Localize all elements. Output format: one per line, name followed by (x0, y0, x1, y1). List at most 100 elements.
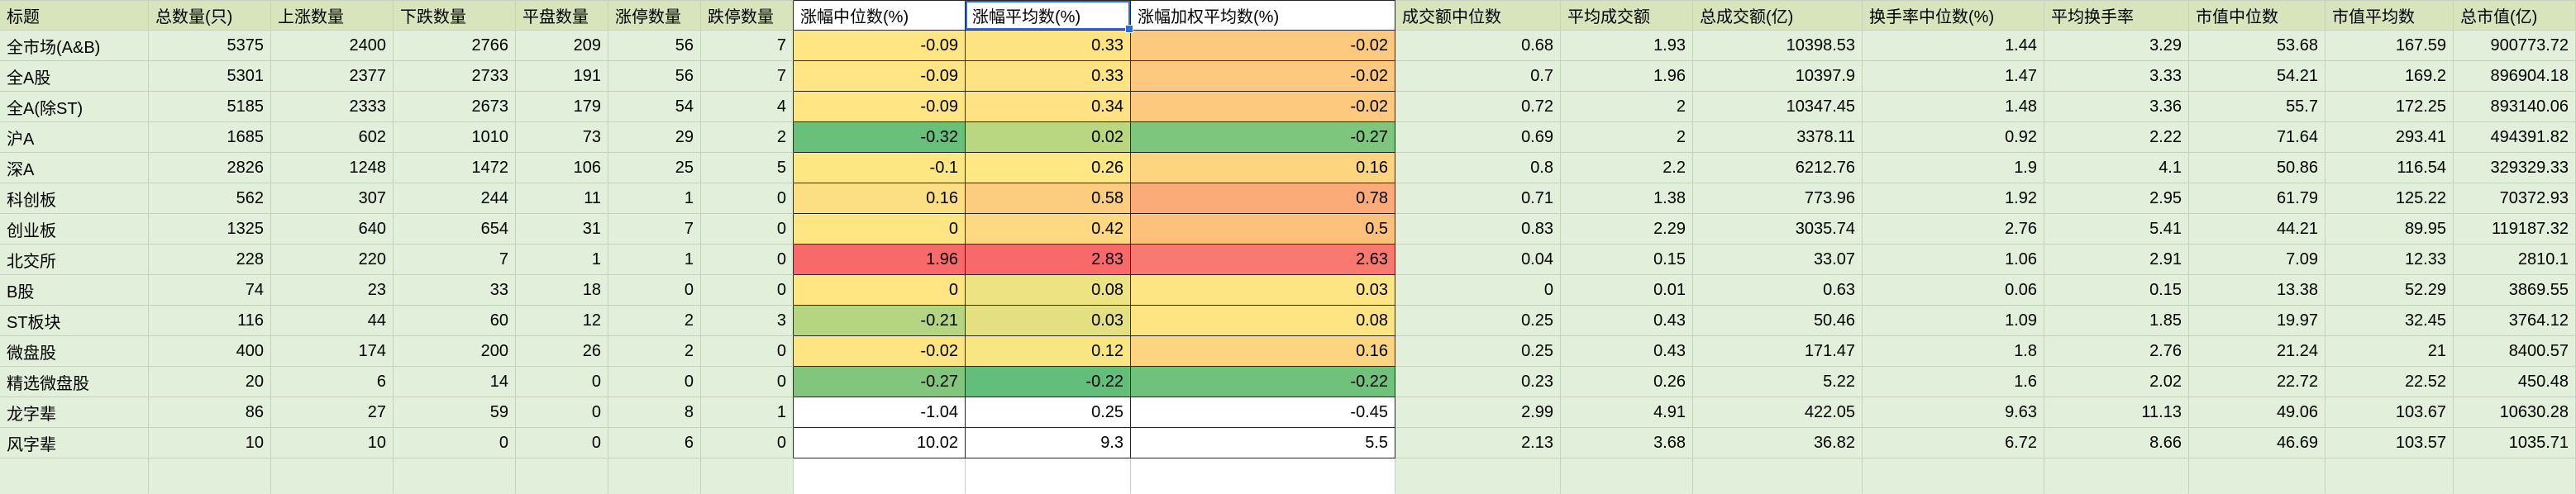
cell-limit_up_count[interactable]: 0 (608, 367, 701, 397)
cell-median_turnover[interactable]: 0.69 (1395, 122, 1561, 153)
cell-empty[interactable] (608, 458, 701, 494)
cell-median_change_pct[interactable]: -0.32 (794, 122, 966, 153)
cell-up_count[interactable]: 1248 (271, 153, 394, 183)
cell-weighted_mean_change_pct[interactable]: 0.08 (1131, 306, 1395, 336)
cell-flat_count[interactable]: 0 (516, 367, 608, 397)
cell-total_turnover_100m[interactable]: 10347.45 (1693, 92, 1863, 122)
cell-weighted_mean_change_pct[interactable]: -0.27 (1131, 122, 1395, 153)
cell-mean_market_cap[interactable]: 21 (2326, 336, 2454, 367)
column-header-title[interactable]: 标题 (0, 0, 149, 31)
cell-up_count[interactable]: 307 (271, 183, 394, 214)
column-header-mean_market_cap[interactable]: 市值平均数 (2326, 0, 2454, 31)
cell-mean_turnover[interactable]: 0.15 (1561, 245, 1693, 275)
cell-title[interactable]: 微盘股 (0, 336, 149, 367)
cell-mean_turnover_rate[interactable]: 5.41 (2044, 214, 2189, 245)
cell-total_market_cap_100m[interactable]: 3764.12 (2454, 306, 2576, 336)
cell-median_market_cap[interactable]: 61.79 (2189, 183, 2326, 214)
cell-mean_turnover_rate[interactable]: 1.85 (2044, 306, 2189, 336)
cell-weighted_mean_change_pct[interactable]: -0.02 (1131, 92, 1395, 122)
cell-total_market_cap_100m[interactable]: 10630.28 (2454, 397, 2576, 428)
cell-median_change_pct[interactable]: -0.09 (794, 92, 966, 122)
cell-empty[interactable] (271, 458, 394, 494)
cell-mean_market_cap[interactable]: 89.95 (2326, 214, 2454, 245)
cell-median_change_pct[interactable]: -0.27 (794, 367, 966, 397)
cell-median_turnover[interactable]: 0.04 (1395, 245, 1561, 275)
cell-flat_count[interactable]: 12 (516, 306, 608, 336)
cell-median_market_cap[interactable]: 13.38 (2189, 275, 2326, 306)
cell-mean_change_pct[interactable]: 9.3 (966, 428, 1131, 458)
cell-median_turnover[interactable]: 0.68 (1395, 31, 1561, 61)
cell-flat_count[interactable]: 106 (516, 153, 608, 183)
cell-empty[interactable] (701, 458, 794, 494)
cell-down_count[interactable]: 59 (394, 397, 516, 428)
column-header-mean_change_pct[interactable]: 涨幅平均数(%) (966, 0, 1133, 33)
cell-mean_change_pct[interactable]: 2.83 (966, 245, 1131, 275)
cell-limit_up_count[interactable]: 2 (608, 306, 701, 336)
cell-up_count[interactable]: 10 (271, 428, 394, 458)
cell-mean_market_cap[interactable]: 12.33 (2326, 245, 2454, 275)
cell-total_market_cap_100m[interactable]: 1035.71 (2454, 428, 2576, 458)
cell-median_change_pct[interactable]: 0.16 (794, 183, 966, 214)
cell-weighted_mean_change_pct[interactable]: 5.5 (1131, 428, 1395, 458)
cell-median_turnover[interactable]: 0.71 (1395, 183, 1561, 214)
cell-mean_market_cap[interactable]: 125.22 (2326, 183, 2454, 214)
cell-mean_turnover_rate[interactable]: 3.36 (2044, 92, 2189, 122)
cell-total_market_cap_100m[interactable]: 896904.18 (2454, 61, 2576, 92)
cell-median_turnover_rate_pct[interactable]: 1.9 (1863, 153, 2044, 183)
cell-limit_down_count[interactable]: 0 (701, 275, 794, 306)
cell-mean_turnover_rate[interactable]: 0.15 (2044, 275, 2189, 306)
cell-empty[interactable] (1561, 458, 1693, 494)
cell-median_change_pct[interactable]: 0 (794, 214, 966, 245)
cell-weighted_mean_change_pct[interactable]: -0.02 (1131, 31, 1395, 61)
cell-limit_down_count[interactable]: 0 (701, 336, 794, 367)
cell-up_count[interactable]: 23 (271, 275, 394, 306)
cell-limit_up_count[interactable]: 29 (608, 122, 701, 153)
cell-flat_count[interactable]: 0 (516, 397, 608, 428)
cell-up_count[interactable]: 220 (271, 245, 394, 275)
cell-total_market_cap_100m[interactable]: 494391.82 (2454, 122, 2576, 153)
column-header-total_count[interactable]: 总数量(只) (149, 0, 271, 31)
cell-down_count[interactable]: 1010 (394, 122, 516, 153)
cell-mean_market_cap[interactable]: 22.52 (2326, 367, 2454, 397)
cell-median_turnover_rate_pct[interactable]: 1.09 (1863, 306, 2044, 336)
cell-limit_down_count[interactable]: 2 (701, 122, 794, 153)
cell-flat_count[interactable]: 209 (516, 31, 608, 61)
cell-total_turnover_100m[interactable]: 10398.53 (1693, 31, 1863, 61)
cell-limit_up_count[interactable]: 2 (608, 336, 701, 367)
cell-mean_change_pct[interactable]: -0.22 (966, 367, 1131, 397)
cell-limit_down_count[interactable]: 1 (701, 397, 794, 428)
cell-limit_down_count[interactable]: 4 (701, 92, 794, 122)
cell-median_market_cap[interactable]: 71.64 (2189, 122, 2326, 153)
cell-total_turnover_100m[interactable]: 3378.11 (1693, 122, 1863, 153)
cell-total_count[interactable]: 1325 (149, 214, 271, 245)
cell-limit_up_count[interactable]: 8 (608, 397, 701, 428)
column-header-down_count[interactable]: 下跌数量 (394, 0, 516, 31)
cell-title[interactable]: 龙字辈 (0, 397, 149, 428)
cell-mean_change_pct[interactable]: 0.42 (966, 214, 1131, 245)
cell-title[interactable]: ST板块 (0, 306, 149, 336)
cell-total_count[interactable]: 562 (149, 183, 271, 214)
cell-weighted_mean_change_pct[interactable]: 2.63 (1131, 245, 1395, 275)
cell-down_count[interactable]: 14 (394, 367, 516, 397)
cell-empty[interactable] (149, 458, 271, 494)
cell-empty[interactable] (394, 458, 516, 494)
cell-up_count[interactable]: 602 (271, 122, 394, 153)
cell-median_turnover_rate_pct[interactable]: 0.06 (1863, 275, 2044, 306)
cell-median_market_cap[interactable]: 7.09 (2189, 245, 2326, 275)
cell-limit_up_count[interactable]: 7 (608, 214, 701, 245)
cell-total_market_cap_100m[interactable]: 329329.33 (2454, 153, 2576, 183)
cell-empty[interactable] (966, 458, 1131, 494)
cell-down_count[interactable]: 244 (394, 183, 516, 214)
cell-mean_turnover_rate[interactable]: 3.33 (2044, 61, 2189, 92)
cell-median_turnover[interactable]: 0.72 (1395, 92, 1561, 122)
column-header-limit_up_count[interactable]: 涨停数量 (608, 0, 701, 31)
cell-up_count[interactable]: 27 (271, 397, 394, 428)
column-header-limit_down_count[interactable]: 跌停数量 (701, 0, 794, 31)
cell-up_count[interactable]: 2333 (271, 92, 394, 122)
cell-limit_down_count[interactable]: 0 (701, 428, 794, 458)
cell-median_turnover_rate_pct[interactable]: 1.48 (1863, 92, 2044, 122)
cell-limit_down_count[interactable]: 7 (701, 61, 794, 92)
cell-empty[interactable] (794, 458, 966, 494)
cell-limit_up_count[interactable]: 25 (608, 153, 701, 183)
cell-median_change_pct[interactable]: 10.02 (794, 428, 966, 458)
